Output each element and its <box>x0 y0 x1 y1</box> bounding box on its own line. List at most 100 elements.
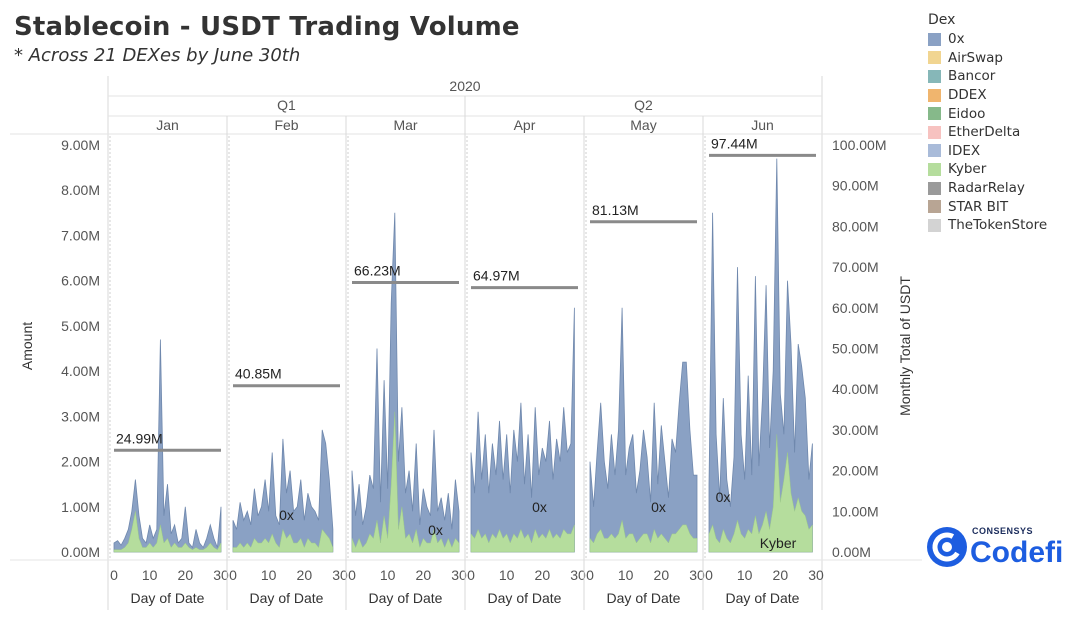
y2-tick-label: 80.00M <box>832 218 879 234</box>
month-label: Jan <box>156 117 179 133</box>
codefi-logo-icon <box>927 527 967 567</box>
legend-item[interactable]: DDEX <box>928 86 1047 105</box>
y2-tick-label: 10.00M <box>832 503 879 519</box>
area-kyber <box>470 524 575 553</box>
x-axis-title: Day of Date <box>250 590 324 606</box>
x-tick-label: 0 <box>705 567 713 583</box>
quarter-label: Q2 <box>634 97 653 113</box>
x-tick-label: 20 <box>654 567 670 583</box>
legend-swatch <box>928 144 941 158</box>
x-tick-label: 10 <box>618 567 634 583</box>
x-tick-label: 10 <box>499 567 515 583</box>
x-tick-label: 20 <box>297 567 313 583</box>
x-tick-label: 0 <box>110 567 118 583</box>
legend-label: TheTokenStore <box>948 217 1048 234</box>
y-tick-label: 7.00M <box>61 227 100 243</box>
area-kyber <box>232 528 334 553</box>
y-tick-label: 6.00M <box>61 273 100 289</box>
area-label-0x: 0x <box>279 507 294 523</box>
area-0x <box>351 212 460 553</box>
y2-axis-title: Monthly Total of USDT <box>897 276 913 416</box>
x-tick-label: 20 <box>773 567 789 583</box>
y2-tick-label: 0.00M <box>832 544 871 560</box>
y-axis-title: Amount <box>19 322 35 370</box>
month-label: May <box>630 117 656 133</box>
legend-swatch <box>928 200 941 214</box>
legend-swatch <box>928 181 941 195</box>
y2-tick-label: 70.00M <box>832 259 879 275</box>
legend-label: Kyber <box>948 161 987 178</box>
y2-tick-label: 100.00M <box>832 137 886 153</box>
legend-item[interactable]: Bancor <box>928 67 1047 86</box>
x-tick-label: 30 <box>689 567 705 583</box>
monthly-total-label: 64.97M <box>473 268 520 284</box>
legend-swatch <box>928 69 941 83</box>
legend-swatch <box>928 162 941 176</box>
x-tick-label: 30 <box>332 567 348 583</box>
year-label: 2020 <box>449 78 480 94</box>
legend-item[interactable]: Eidoo <box>928 104 1047 123</box>
area-label-0x: 0x <box>651 499 666 515</box>
area-0x <box>708 158 813 553</box>
area-label-0x: 0x <box>716 489 731 505</box>
legend-item[interactable]: Kyber <box>928 160 1047 179</box>
area-0x <box>589 307 698 553</box>
month-label: Apr <box>514 117 536 133</box>
legend-label: EtherDelta <box>948 124 1021 141</box>
x-tick-label: 20 <box>416 567 432 583</box>
legend-label: Eidoo <box>948 105 986 122</box>
x-tick-label: 30 <box>808 567 824 583</box>
y2-tick-label: 90.00M <box>832 178 879 194</box>
x-tick-label: 10 <box>380 567 396 583</box>
legend-label: AirSwap <box>948 49 1003 66</box>
x-tick-label: 10 <box>261 567 277 583</box>
codefi-logo-sub: CONSENSYS <box>972 526 1034 536</box>
area-label-kyber: Kyber <box>760 535 797 551</box>
x-axis-title: Day of Date <box>131 590 205 606</box>
legend-item[interactable]: IDEX <box>928 142 1047 161</box>
codefi-logo-name: Codefi <box>970 536 1064 569</box>
legend-item[interactable]: 0x <box>928 30 1047 49</box>
x-tick-label: 30 <box>213 567 229 583</box>
y-tick-label: 2.00M <box>61 454 100 470</box>
y-tick-label: 1.00M <box>61 499 100 515</box>
legend-label: IDEX <box>948 142 981 159</box>
x-tick-label: 30 <box>451 567 467 583</box>
quarter-label: Q1 <box>277 97 296 113</box>
area-0x <box>470 307 575 553</box>
y-tick-label: 5.00M <box>61 318 100 334</box>
legend-items: 0x AirSwap Bancor DDEX Eidoo EtherDelta IDEX Ky… <box>928 30 1047 235</box>
legend-swatch <box>928 32 941 46</box>
area-kyber <box>351 411 460 553</box>
area-label-0x: 0x <box>532 499 547 515</box>
x-tick-label: 10 <box>737 567 753 583</box>
area-kyber <box>708 434 813 553</box>
month-label: Feb <box>274 117 298 133</box>
x-tick-label: 0 <box>586 567 594 583</box>
legend-label: DDEX <box>948 87 987 104</box>
legend-item[interactable]: EtherDelta <box>928 123 1047 142</box>
x-tick-label: 0 <box>348 567 356 583</box>
y-tick-label: 0.00M <box>61 544 100 560</box>
x-tick-label: 30 <box>570 567 586 583</box>
x-axis-title: Day of Date <box>488 590 562 606</box>
legend-item[interactable]: TheTokenStore <box>928 216 1047 235</box>
x-axis-title: Day of Date <box>726 590 800 606</box>
legend-swatch <box>928 107 941 121</box>
legend-label: 0x <box>948 31 965 48</box>
legend-label: Bancor <box>948 68 996 85</box>
x-tick-label: 0 <box>229 567 237 583</box>
monthly-total-label: 40.85M <box>235 366 282 382</box>
x-tick-label: 10 <box>142 567 158 583</box>
x-axis-title: Day of Date <box>607 590 681 606</box>
area-0x <box>113 339 222 553</box>
x-tick-label: 20 <box>178 567 194 583</box>
legend-item[interactable]: STAR BIT <box>928 197 1047 216</box>
area-0x <box>232 429 334 553</box>
area-kyber <box>589 520 698 553</box>
legend-label: STAR BIT <box>948 198 1009 215</box>
monthly-total-label: 81.13M <box>592 202 639 218</box>
legend-item[interactable]: RadarRelay <box>928 179 1047 198</box>
legend-item[interactable]: AirSwap <box>928 49 1047 68</box>
